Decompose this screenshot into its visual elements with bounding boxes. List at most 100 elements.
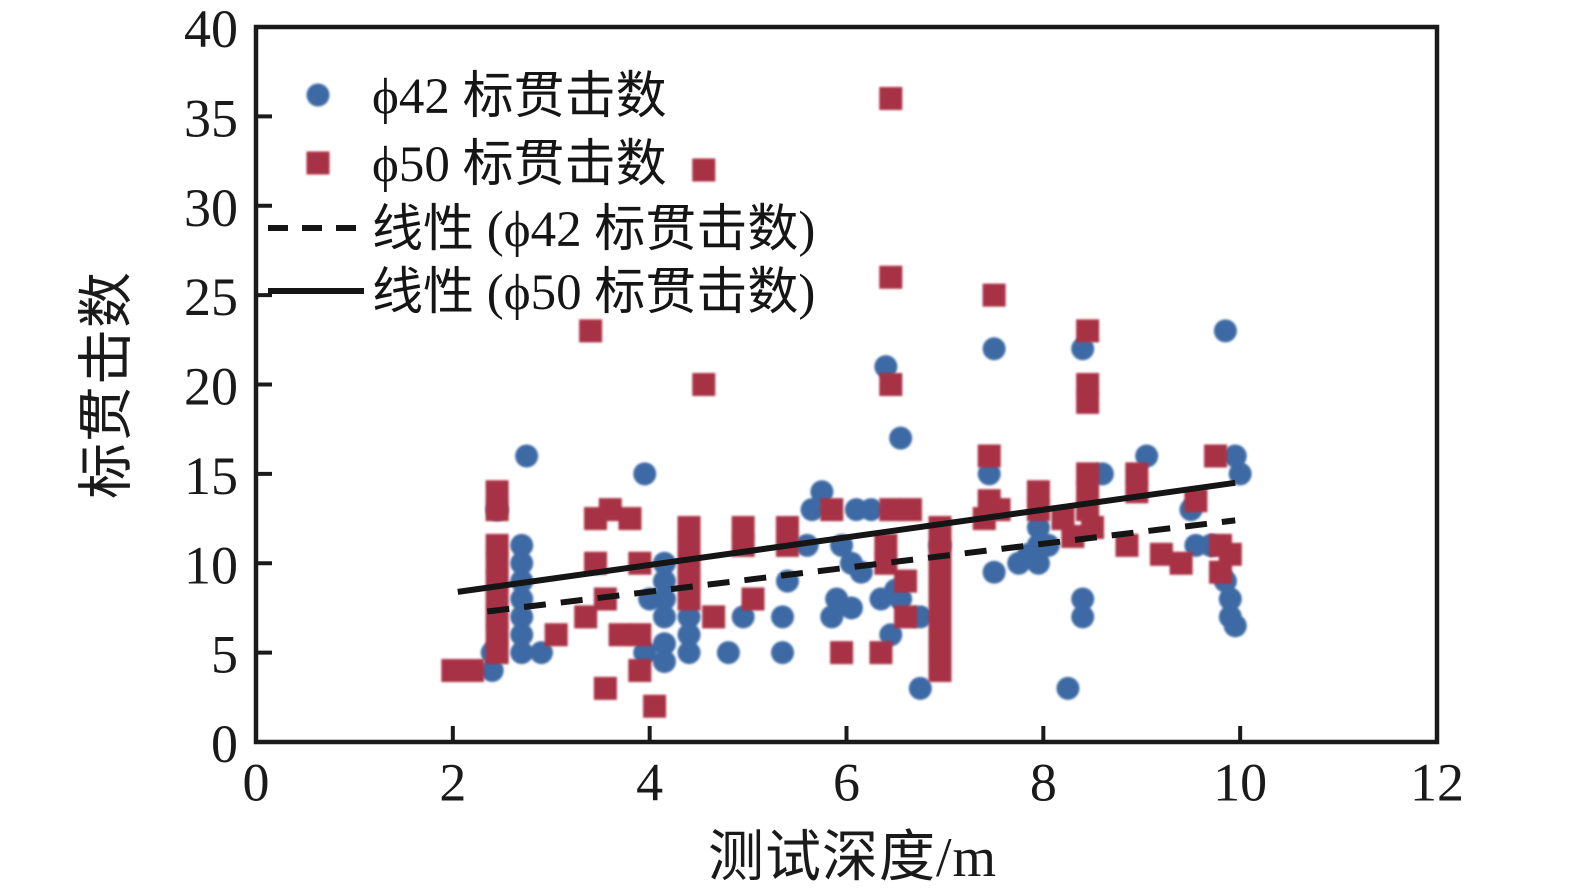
y-tick-label: 40 [184,0,238,59]
scatter-point-square [731,516,755,539]
scatter-point-square [1051,507,1075,531]
scatter-point-square [1076,319,1100,343]
scatter-point-square [741,587,765,611]
scatter-point-square [1149,542,1173,566]
scatter-point-square [928,587,952,611]
scatter-point-circle [652,632,676,656]
scatter-point-circle [510,605,534,629]
scatter-point-square [928,569,952,593]
scatter-point-square [574,605,598,629]
scatter-point-square [677,587,701,611]
scatter-point-square [628,659,652,682]
scatter-point-circle [1218,587,1242,611]
y-tick-label: 5 [211,625,238,685]
scatter-point-square [692,373,716,396]
scatter-point-square [628,623,652,647]
scatter-point-square [1115,533,1139,557]
scatter-point-square [830,641,854,665]
scatter-point-circle [716,641,740,665]
scatter-point-circle [982,337,1006,361]
scatter-point-circle [908,676,932,700]
scatter-point-square [485,533,509,557]
scatter-point-square [1076,480,1100,504]
scatter-point-square [1076,462,1100,486]
scatter-point-circle [874,355,898,379]
scatter-point-square [702,605,726,629]
scatter-point-square [874,551,898,575]
scatter-point-circle [652,587,676,611]
scatter-point-square [643,694,667,718]
y-tick-label: 25 [184,267,238,327]
scatter-point-square [1125,462,1149,486]
scatter-point-circle [1071,605,1095,629]
scatter-point-square [928,605,952,629]
scatter-point-circle [839,596,863,620]
scatter-point-square [485,623,509,647]
scatter-point-square [677,516,701,539]
scatter-point-circle [1071,337,1095,361]
x-tick-label: 2 [439,752,466,812]
scatter-point-square [485,480,509,504]
scatter-point-square [928,641,952,665]
scatter-point-circle [1223,614,1247,638]
scatter-point-square [485,587,509,611]
scatter-point-square [898,498,922,522]
scatter-point-circle [633,462,657,486]
scatter-point-square [1218,542,1242,566]
legend-label: ϕ42 标贯击数 [372,69,667,125]
x-tick-label: 12 [1410,752,1464,812]
scatter-point-square [485,641,509,665]
trend-line-phi50 [457,479,1236,595]
scatter-point-circle [1026,516,1050,539]
scatter-point-square [874,533,898,557]
scatter-point-square [1081,516,1105,539]
scatter-point-circle [510,641,534,665]
scatter-point-circle [820,605,844,629]
scatter-point-square [1169,551,1193,575]
legend-marker-circle [306,83,330,107]
scatter-point-circle [480,659,504,682]
scatter-point-circle [677,623,701,647]
scatter-point-square [1076,390,1100,414]
x-tick-label: 10 [1213,752,1267,812]
x-tick-label: 0 [243,752,270,812]
scatter-point-circle [1213,319,1237,343]
legend-label: ϕ50 标贯击数 [372,137,667,193]
scatter-point-circle [879,623,903,647]
scatter-point-circle [510,623,534,647]
y-tick-label: 35 [184,88,238,148]
scatter-point-circle [889,587,913,611]
scatter-point-square [869,641,893,665]
scatter-point-circle [515,444,539,468]
scatter-point-square [879,373,903,396]
scatter-point-square [928,623,952,647]
scatter-point-square [1026,480,1050,504]
scatter-point-square [820,498,844,522]
scatter-point-square [879,265,903,289]
scatter-point-square [618,507,642,531]
scatter-point-square [775,516,799,539]
scatter-point-circle [529,641,553,665]
scatter-point-circle [771,605,795,629]
scatter-point-circle [1026,551,1050,575]
x-tick-label: 6 [833,752,860,812]
scatter-point-square [677,533,701,557]
scatter-point-circle [1056,676,1080,700]
scatter-point-circle [633,641,657,665]
scatter-point-square [894,605,918,629]
scatter-point-square [982,283,1006,307]
x-tick-label: 8 [1030,752,1057,812]
scatter-point-square [598,498,622,522]
trend-line-phi42 [486,517,1236,615]
y-tick-label: 0 [211,714,238,774]
scatter-point-circle [677,641,701,665]
scatter-point-square [485,551,509,575]
scatter-point-circle [510,533,534,557]
scatter-point-circle [977,462,1001,486]
scatter-point-circle [1071,587,1095,611]
scatter-point-circle [652,569,676,593]
scatter-point-circle [810,480,834,504]
scatter-point-square [579,319,603,343]
